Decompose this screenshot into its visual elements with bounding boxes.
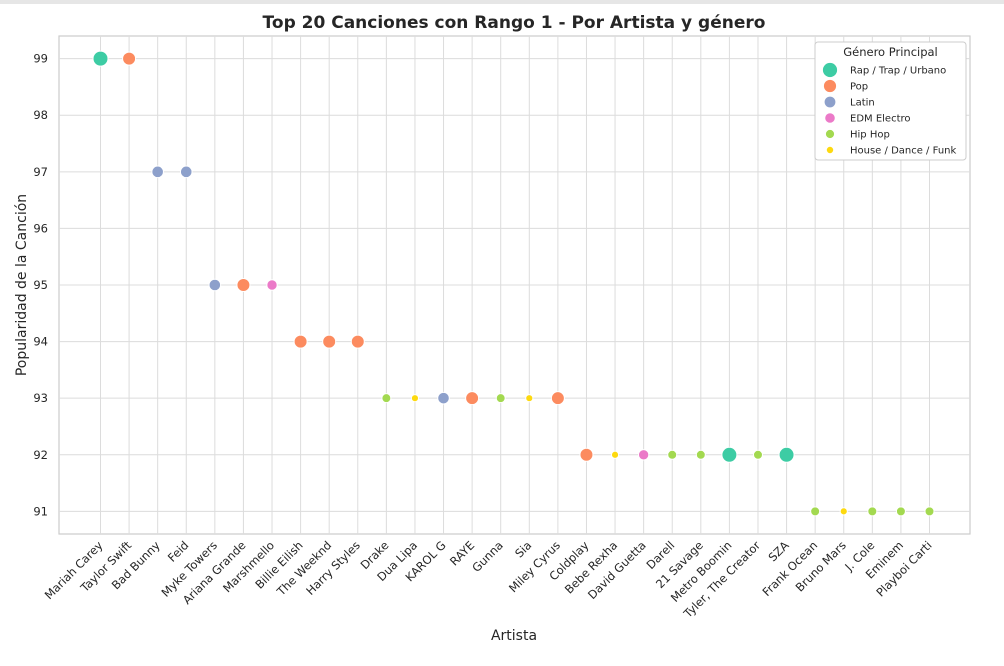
y-tick-labels: 91 92 93 94 95 96 97 98 99	[33, 52, 48, 519]
data-point	[236, 278, 251, 292]
data-point	[525, 394, 534, 403]
y-tick-label: 95	[33, 278, 48, 292]
legend-marker	[824, 112, 836, 124]
data-point	[122, 51, 137, 66]
data-point	[839, 507, 848, 516]
x-tick-label: Sia	[512, 538, 534, 560]
legend-entry-label: Hip Hop	[850, 130, 890, 141]
legend-marker	[826, 145, 835, 154]
data-point	[410, 394, 420, 403]
data-point	[867, 506, 878, 517]
data-point	[92, 50, 109, 67]
x-axis-label: Artista	[491, 628, 537, 644]
legend-marker	[823, 95, 837, 109]
legend-marker	[823, 79, 837, 93]
data-point	[179, 165, 193, 179]
data-point	[151, 165, 164, 179]
data-point	[778, 446, 795, 463]
data-point	[293, 334, 308, 349]
data-point	[752, 449, 763, 460]
legend-marker	[825, 129, 835, 139]
legend-entry-label: Rap / Trap / Urbano	[850, 66, 946, 77]
data-point	[895, 506, 906, 517]
data-point	[495, 393, 506, 404]
legend-title: Género Principal	[843, 45, 938, 59]
legend-entry-label: Pop	[850, 82, 868, 93]
y-tick-label: 91	[33, 504, 48, 518]
data-point	[550, 391, 565, 406]
data-point	[810, 506, 821, 517]
data-point	[579, 447, 594, 462]
y-tick-label: 98	[33, 108, 48, 122]
legend-entry-label: House / Dance / Funk	[850, 146, 956, 157]
y-tick-label: 97	[33, 165, 48, 179]
legend-entry-label: EDM Electro	[850, 114, 911, 125]
legend-box	[814, 41, 967, 161]
data-point	[610, 450, 620, 459]
y-tick-label: 92	[33, 448, 48, 462]
data-point	[350, 334, 365, 349]
y-tick-label: 96	[33, 221, 48, 235]
data-point	[667, 449, 678, 460]
y-tick-label: 93	[33, 391, 48, 405]
y-axis-label: Popularidad de la Canción	[14, 194, 30, 376]
data-point	[465, 391, 480, 406]
chart-title: Top 20 Canciones con Rango 1 - Por Artis…	[263, 13, 766, 33]
legend-marker	[822, 62, 838, 78]
data-point	[322, 334, 337, 349]
data-point	[208, 278, 222, 292]
window-top-border	[0, 0, 1004, 4]
legend: Género Principal Rap / Trap / Urbano Pop L…	[814, 41, 967, 161]
data-point	[721, 446, 738, 463]
data-point	[437, 391, 450, 405]
data-point	[637, 449, 650, 461]
y-tick-label: 94	[33, 335, 48, 349]
data-point	[381, 393, 392, 404]
data-points	[92, 50, 935, 517]
data-point	[924, 506, 935, 517]
y-tick-label: 99	[33, 52, 48, 66]
data-point	[266, 279, 278, 291]
legend-entry-label: Latin	[850, 98, 875, 109]
data-point	[695, 449, 706, 460]
x-tick-label: Gunna	[469, 538, 506, 575]
